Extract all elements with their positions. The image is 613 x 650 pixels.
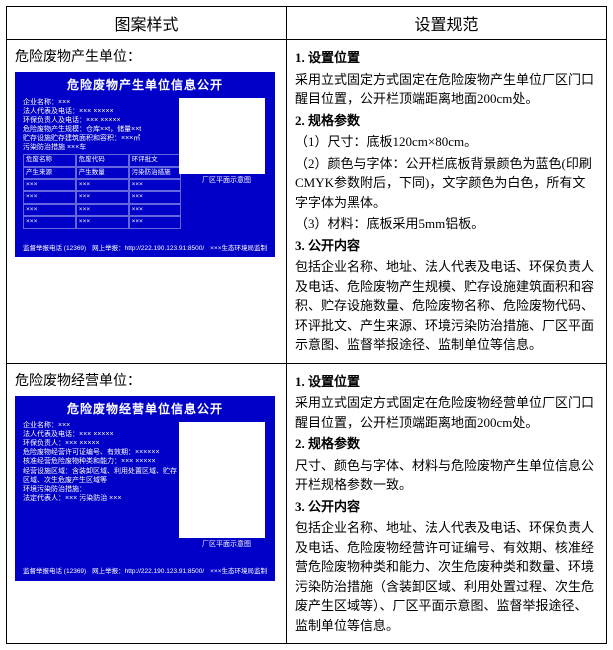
row2-spec-h2: 2. 规格参数 bbox=[295, 434, 598, 454]
board-table-cell: ××× bbox=[23, 179, 76, 191]
row2-footer-left: 监督举报电话 (12369) bbox=[23, 568, 86, 576]
board-line: 企业名称：××× bbox=[23, 421, 183, 430]
row2-spec-p1: 采用立式固定方式固定在危险废物经营单位厂区门口醒目位置，公开栏顶端距离地面200… bbox=[295, 393, 598, 432]
board-table-cell: ××× bbox=[76, 191, 129, 203]
row2-spec-cell: 1. 设置位置 采用立式固定方式固定在危险废物经营单位厂区门口醒目位置，公开栏顶… bbox=[287, 363, 607, 644]
header-left: 图案样式 bbox=[7, 7, 287, 40]
row1-spec-p2c: （3）材料：底板采用5mm铝板。 bbox=[295, 214, 598, 234]
row2-map-box bbox=[179, 422, 265, 538]
row2-board-footer: 监督举报电话 (12369) 网上举报：http://222.190.123.9… bbox=[23, 568, 267, 576]
row1-board: 危险废物产生单位信息公开 厂区平面示意图 企业名称：×××法人代表及电话：×××… bbox=[15, 72, 275, 257]
row2-unit-label: 危险废物经营单位： bbox=[15, 370, 278, 390]
board-line: 环境污染防治措施： bbox=[23, 485, 183, 494]
board-table-cell: 环评批文 bbox=[129, 154, 182, 166]
board-line: 经营设施区域：含装卸区域、利用处置区域、贮存 bbox=[23, 467, 183, 476]
board-table-cell: 产生来源 bbox=[23, 167, 76, 179]
row1-spec-h3: 3. 公开内容 bbox=[295, 236, 598, 256]
row1-footer-mid: 网上举报：http://222.190.123.91:8500/ bbox=[92, 245, 204, 253]
board-table-cell: ××× bbox=[23, 216, 76, 228]
board-line: 危险废物经营许可证编号、有效期：×××××× bbox=[23, 448, 183, 457]
row1-map-caption: 厂区平面示意图 bbox=[202, 176, 251, 185]
board-table-cell: ××× bbox=[23, 204, 76, 216]
board-table-cell: ××× bbox=[76, 179, 129, 191]
row1-spec-cell: 1. 设置位置 采用立式固定方式固定在危险废物产生单位厂区门口醒目位置，公开栏顶… bbox=[287, 40, 607, 364]
row2-board: 危险废物经营单位信息公开 厂区平面示意图 企业名称：×××法人代表及电话：×××… bbox=[15, 396, 275, 581]
board-table-cell: 污染防治措施 bbox=[129, 167, 182, 179]
row1-footer-left: 监督举报电话 (12369) bbox=[23, 245, 86, 253]
board-table-cell: 产生数量 bbox=[76, 167, 129, 179]
board-line: 区域、次生危废产生区域等 bbox=[23, 476, 183, 485]
board-table-cell: ××× bbox=[76, 204, 129, 216]
row1-board-table: 危废名称危废代码环评批文产生来源产生数量污染防治措施××××××××××××××… bbox=[23, 154, 183, 229]
board-line: 法定代表人：××× 污染防治 ××× bbox=[23, 494, 183, 503]
board-line: 核准经营危险废物种类和能力：××× ××××× bbox=[23, 457, 183, 466]
row1-spec-h1: 1. 设置位置 bbox=[295, 48, 598, 68]
row2-map-caption: 厂区平面示意图 bbox=[202, 540, 251, 549]
row1-spec-p3: 包括企业名称、地址、法人代表及电话、环保负责人及电话、危险废物产生规模、贮存设施… bbox=[295, 257, 598, 355]
row1-board-footer: 监督举报电话 (12369) 网上举报：http://222.190.123.9… bbox=[23, 245, 267, 253]
row1-left-cell: 危险废物产生单位： 危险废物产生单位信息公开 厂区平面示意图 企业名称：×××法… bbox=[7, 40, 287, 364]
row2-footer-mid: 网上举报：http://222.190.123.91:8500/ bbox=[92, 568, 204, 576]
header-right: 设置规范 bbox=[287, 7, 607, 40]
row2-spec-h3: 3. 公开内容 bbox=[295, 497, 598, 517]
row1-spec-p1: 采用立式固定方式固定在危险废物产生单位厂区门口醒目位置，公开栏顶端距离地面200… bbox=[295, 70, 598, 109]
row1-spec-p2a: （1）尺寸：底板120cm×80cm。 bbox=[295, 132, 598, 152]
board-table-cell: ××× bbox=[76, 216, 129, 228]
row1-spec-p2b: （2）颜色与字体：公开栏底板背景颜色为蓝色(印刷CMYK参数附后，下同)，文字颜… bbox=[295, 154, 598, 213]
row2-spec-p2: 尺寸、颜色与字体、材料与危险废物产生单位信息公开栏规格参数一致。 bbox=[295, 456, 598, 495]
board-line: 法人代表及电话：××× ××××× bbox=[23, 430, 183, 439]
row2-footer-right: ×××生态环境局监制 bbox=[210, 568, 267, 576]
row2-spec-h1: 1. 设置位置 bbox=[295, 372, 598, 392]
board-table-cell: ××× bbox=[129, 191, 182, 203]
board-line: 环保负责人：××× ××××× bbox=[23, 439, 183, 448]
board-table-cell: 危废代码 bbox=[76, 154, 129, 166]
row1-board-title: 危险废物产生单位信息公开 bbox=[23, 78, 267, 94]
board-table-cell: ××× bbox=[129, 216, 182, 228]
row1-unit-label: 危险废物产生单位： bbox=[15, 46, 278, 66]
row1-spec-h2: 2. 规格参数 bbox=[295, 111, 598, 131]
row1-map-box bbox=[179, 98, 265, 174]
row2-left-cell: 危险废物经营单位： 危险废物经营单位信息公开 厂区平面示意图 企业名称：×××法… bbox=[7, 363, 287, 644]
row2-board-title: 危险废物经营单位信息公开 bbox=[23, 402, 267, 418]
board-table-cell: ××× bbox=[23, 191, 76, 203]
row2-board-lines: 企业名称：×××法人代表及电话：××× ×××××环保负责人：××× ×××××… bbox=[23, 421, 183, 503]
board-table-cell: ××× bbox=[129, 179, 182, 191]
spec-table: 图案样式 设置规范 危险废物产生单位： 危险废物产生单位信息公开 厂区平面示意图… bbox=[6, 6, 607, 644]
board-table-cell: 危废名称 bbox=[23, 154, 76, 166]
board-table-cell: ××× bbox=[129, 204, 182, 216]
row1-footer-right: ×××生态环境局监制 bbox=[210, 245, 267, 253]
